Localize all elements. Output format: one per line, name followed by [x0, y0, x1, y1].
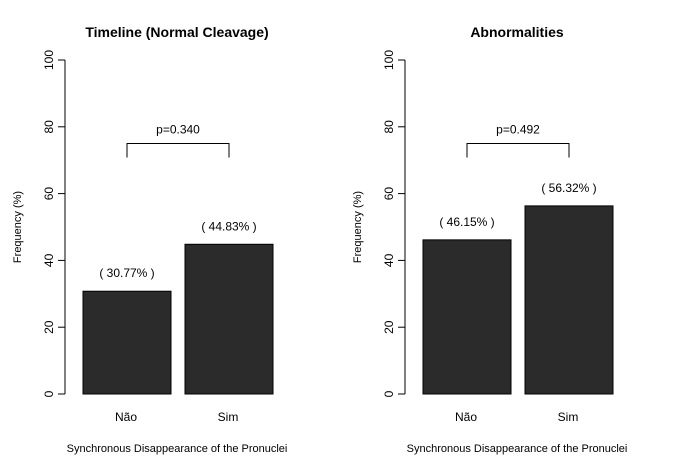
- x-axis-label: Synchronous Disappearance of the Pronucl…: [407, 443, 628, 455]
- category-label: Sim: [218, 410, 239, 424]
- data-label: ( 30.77% ): [99, 266, 154, 280]
- bar: [524, 205, 614, 395]
- chart-panel-2: Abnormalities 0 20 40 60 80 100 Frequency (%) ( …: [352, 24, 627, 455]
- y-tick-label: 20: [382, 320, 396, 334]
- y-axis-label: Frequency (%): [12, 191, 24, 263]
- y-tick-label: 60: [382, 187, 396, 201]
- significance-bracket: [126, 143, 230, 158]
- significance-bracket: [466, 143, 570, 158]
- y-tick-label: 40: [42, 253, 56, 267]
- category-label: Não: [455, 410, 477, 424]
- category-label: Sim: [558, 410, 579, 424]
- category-label: Não: [115, 410, 137, 424]
- data-label: ( 56.32% ): [541, 181, 596, 195]
- y-tick-label: 100: [42, 50, 56, 70]
- y-tick-label: 100: [382, 50, 396, 70]
- p-value-label: p=0.492: [496, 123, 540, 137]
- p-value-label: p=0.340: [156, 123, 200, 137]
- y-axis-label: Frequency (%): [352, 191, 364, 263]
- y-tick-label: 0: [382, 390, 396, 397]
- chart-panel-1: Timeline (Normal Cleavage) 0 20 40 60 80 100 Fr…: [12, 24, 287, 455]
- bar: [422, 239, 512, 395]
- y-tick-label: 80: [42, 120, 56, 134]
- y-tick-label: 80: [382, 120, 396, 134]
- y-tick-label: 0: [42, 390, 56, 397]
- y-tick-label: 20: [42, 320, 56, 334]
- y-tick-label: 40: [382, 253, 396, 267]
- chart-title: Timeline (Normal Cleavage): [85, 24, 268, 40]
- chart-title: Abnormalities: [470, 24, 564, 40]
- bar: [82, 290, 172, 395]
- x-axis-label: Synchronous Disappearance of the Pronucl…: [67, 443, 288, 455]
- bar: [184, 243, 274, 395]
- data-label: ( 44.83% ): [201, 219, 256, 233]
- y-tick-label: 60: [42, 187, 56, 201]
- data-label: ( 46.15% ): [439, 215, 494, 229]
